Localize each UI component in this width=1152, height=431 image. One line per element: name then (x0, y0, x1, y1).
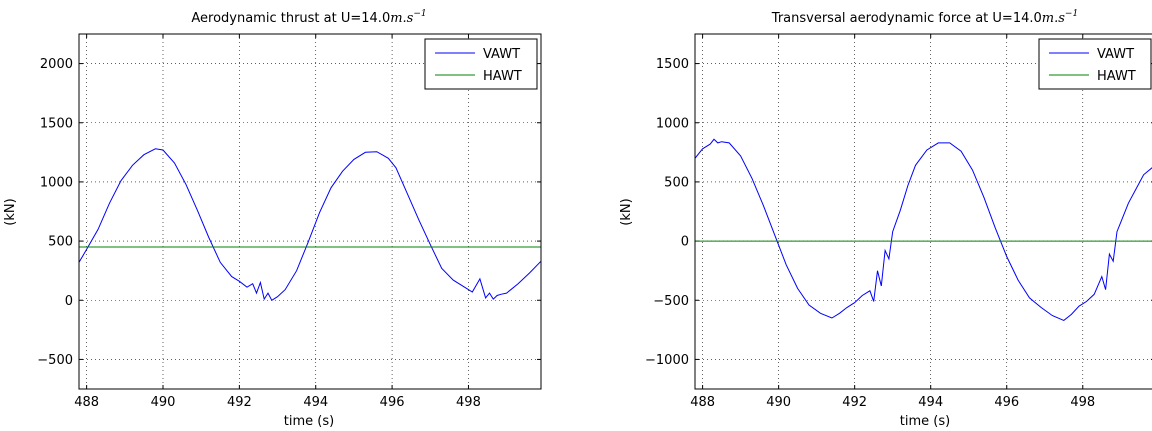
y-axis-label: (kN) (619, 198, 634, 225)
x-tick-label: 492 (227, 395, 252, 410)
chart-title: Aerodynamic thrust at U=14.0m.s−1 (191, 9, 426, 26)
x-tick-label: 492 (842, 395, 867, 410)
series-line-vawt (695, 138, 1152, 321)
series-line-vawt (79, 148, 541, 302)
chart-title: Transversal aerodynamic force at U=14.0m… (771, 9, 1078, 26)
legend-label-vawt: VAWT (483, 47, 520, 62)
y-tick-label: 0 (681, 235, 689, 250)
legend-label-hawt: HAWT (1097, 69, 1136, 84)
y-tick-label: 500 (664, 175, 689, 190)
y-tick-label: −1000 (645, 353, 689, 368)
y-tick-label: 2000 (40, 57, 73, 72)
x-tick-label: 494 (918, 395, 943, 410)
y-tick-label: 0 (65, 294, 73, 309)
plot-area: 488 490 492 494 496 498 −1000 −500 0 500 1000 1500 V… (645, 33, 1152, 410)
y-tick-label: 1500 (656, 57, 689, 72)
chart-thrust: 488 490 492 494 496 498 −500 0 500 1000 1500 2000 VA… (3, 9, 542, 429)
x-tick-label: 496 (380, 395, 405, 410)
x-tick-label: 490 (151, 395, 176, 410)
legend-label-hawt: HAWT (483, 69, 522, 84)
x-axis-label: time (s) (284, 414, 334, 429)
chart-transversal: 488 490 492 494 496 498 −1000 −500 0 500 1000 1500 V… (619, 9, 1152, 429)
y-tick-label: 1000 (40, 175, 73, 190)
x-tick-label: 494 (303, 395, 328, 410)
y-tick-label: −500 (37, 353, 73, 368)
x-tick-label: 496 (994, 395, 1019, 410)
legend-box (1038, 38, 1152, 90)
x-tick-label: 498 (456, 395, 481, 410)
x-tick-label: 488 (690, 395, 715, 410)
x-tick-label: 488 (74, 395, 99, 410)
y-tick-label: 1000 (656, 116, 689, 131)
plot-frame (78, 33, 542, 390)
y-tick-label: −500 (653, 294, 689, 309)
y-axis-label: (kN) (3, 198, 18, 225)
x-tick-label: 498 (1070, 395, 1095, 410)
y-tick-label: 500 (48, 235, 73, 250)
x-tick-label: 490 (766, 395, 791, 410)
plot-frame (694, 33, 1152, 390)
legend-label-vawt: VAWT (1097, 47, 1134, 62)
x-axis-label: time (s) (900, 414, 950, 429)
legend-box (424, 38, 538, 90)
y-tick-label: 1500 (40, 116, 73, 131)
plot-area: 488 490 492 494 496 498 −500 0 500 1000 1500 2000 VA… (37, 33, 542, 410)
